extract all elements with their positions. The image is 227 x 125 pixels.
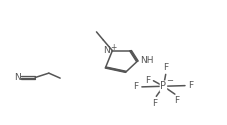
Text: F: F [163, 63, 168, 72]
Text: F: F [153, 99, 158, 108]
Text: F: F [174, 96, 179, 105]
Text: N: N [14, 73, 20, 82]
Text: −: − [166, 76, 173, 85]
Text: P: P [160, 81, 166, 91]
Text: F: F [188, 81, 194, 90]
Text: F: F [133, 82, 138, 91]
Text: NH: NH [140, 56, 153, 65]
Text: F: F [146, 76, 151, 85]
Text: +: + [110, 43, 116, 52]
Text: N: N [103, 46, 110, 55]
